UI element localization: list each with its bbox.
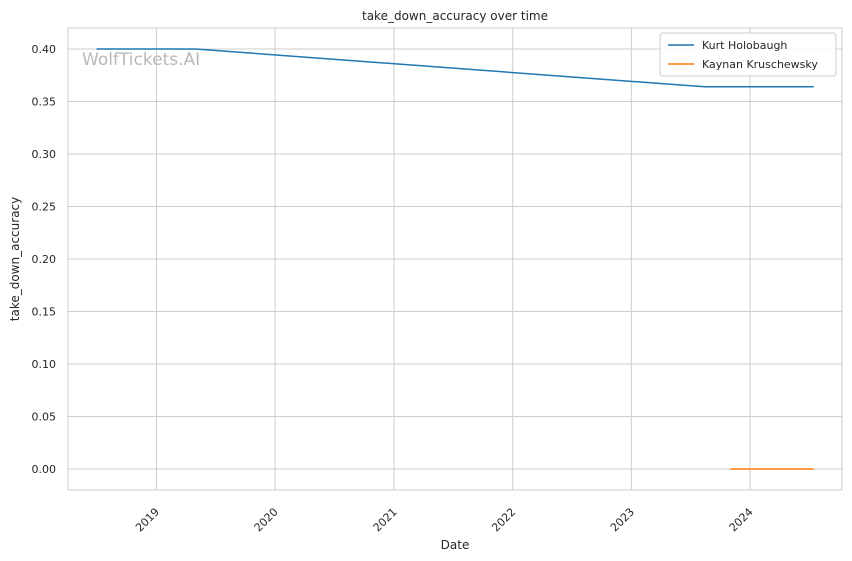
- plot-frame: [67, 27, 843, 491]
- y-tick-label: 0.00: [32, 463, 57, 476]
- legend-entry-2: Kaynan Kruschewsky: [702, 58, 818, 71]
- chart-title: take_down_accuracy over time: [362, 9, 548, 23]
- y-tick-label: 0.20: [32, 253, 57, 266]
- grid: [68, 28, 842, 490]
- legend-box: [659, 32, 837, 77]
- y-axis-label: take_down_accuracy: [8, 197, 22, 321]
- watermark: WolfTickets.AI: [82, 50, 200, 70]
- x-axis-label: Date: [441, 538, 470, 552]
- y-tick-label: 0.15: [32, 306, 57, 319]
- y-tick-label: 0.25: [32, 201, 57, 214]
- y-tick-label: 0.40: [32, 43, 57, 56]
- legend: Kurt Holobaugh Kaynan Kruschewsky: [659, 32, 837, 77]
- series-line-1: [96, 48, 814, 88]
- y-tick-label: 0.30: [32, 148, 57, 161]
- y-tick-label: 0.05: [32, 411, 57, 424]
- y-tick-label: 0.10: [32, 358, 57, 371]
- legend-entry-1: Kurt Holobaugh: [702, 39, 787, 52]
- y-tick-labels: 0.00 0.05 0.10 0.15 0.20 0.25 0.30 0.35 0.40: [32, 43, 57, 476]
- y-tick-label: 0.35: [32, 96, 57, 109]
- series-lines: [96, 48, 814, 470]
